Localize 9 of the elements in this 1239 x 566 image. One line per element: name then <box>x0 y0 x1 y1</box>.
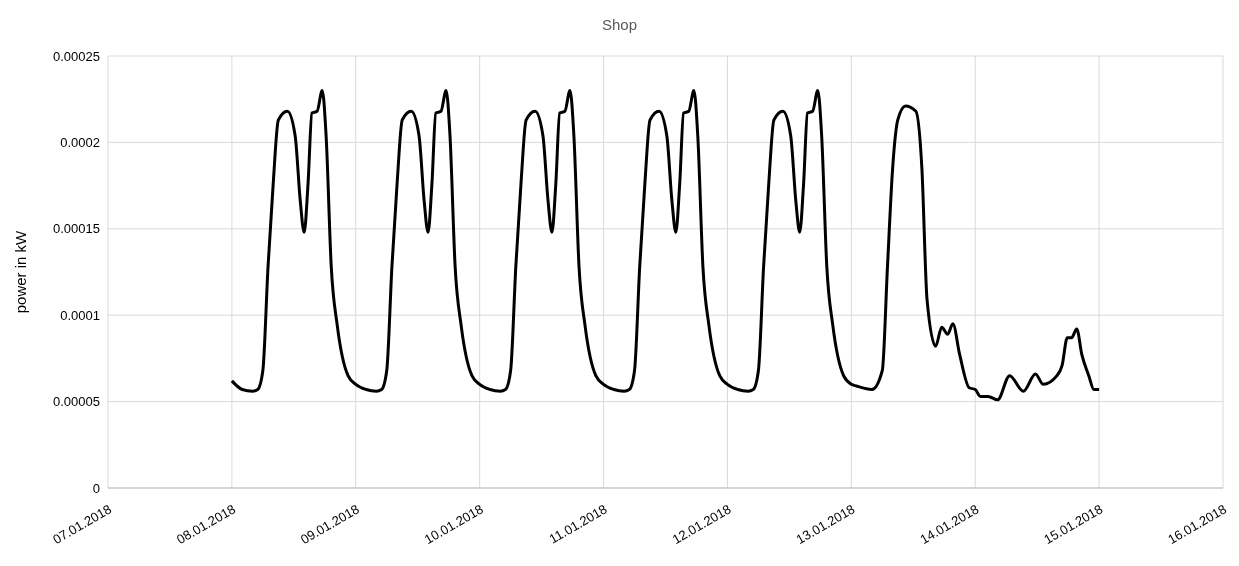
y-axis-title: power in kW <box>12 229 30 314</box>
y-tick-label: 0.0001 <box>60 307 100 323</box>
y-tick-label: 0.00015 <box>53 221 100 237</box>
chart-title: Shop <box>600 15 638 35</box>
y-tick-label: 0.00025 <box>53 48 100 64</box>
line-series <box>230 89 1101 402</box>
y-tick-label: 0 <box>92 480 100 496</box>
y-tick-label: 0.0002 <box>60 135 100 151</box>
y-tick-label: 0.00005 <box>53 394 100 410</box>
